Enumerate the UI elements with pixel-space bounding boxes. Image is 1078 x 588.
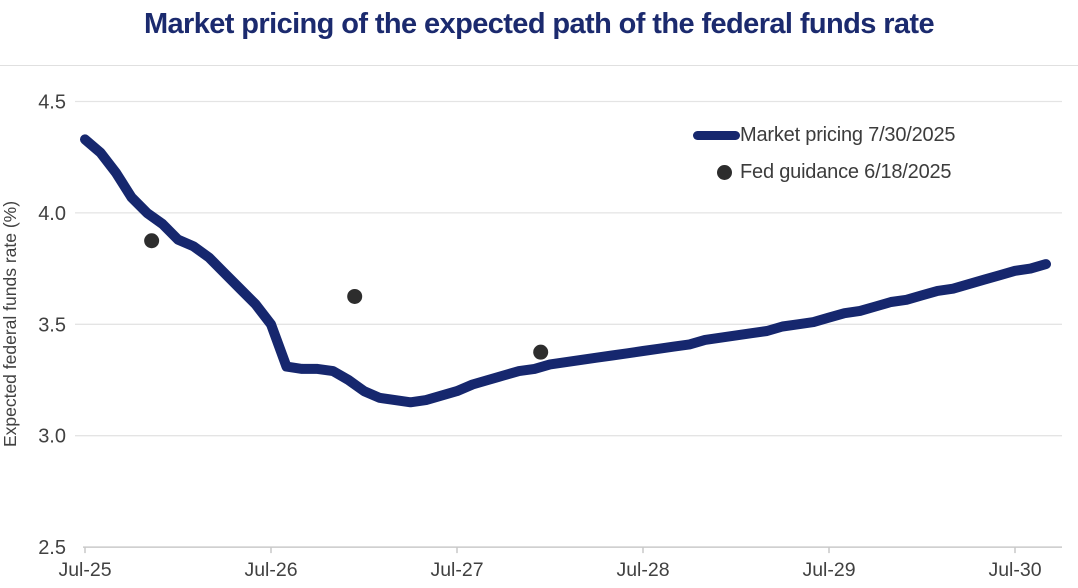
fed-guidance-dot-12-2026 [347,288,363,304]
y-tick-label-3.0: 3.0 [38,426,66,448]
x-tick-label-Jul-27: Jul-27 [430,559,483,581]
fed-guidance-dot-12-2025 [144,233,160,249]
legend: Market pricing 7/30/2025 Fed guidance 6/… [693,121,956,186]
y-tick-label-4.5: 4.5 [38,92,66,114]
y-tick-label-4.0: 4.0 [38,203,66,225]
y-tick-label-3.5: 3.5 [38,314,66,336]
fed-guidance-dot-12-2027 [533,344,549,360]
title-divider [0,65,1078,66]
line-swatch-icon [693,130,740,140]
x-tick-label-Jul-28: Jul-28 [616,559,669,581]
x-tick-label-Jul-25: Jul-25 [58,559,111,581]
legend-item-market-pricing: Market pricing 7/30/2025 [693,121,956,149]
y-axis-title: Expected federal funds rate (%) [0,201,20,447]
legend-label-market-pricing: Market pricing 7/30/2025 [740,123,956,146]
legend-label-fed-guidance: Fed guidance 6/18/2025 [740,160,952,183]
market-pricing-line [80,134,1051,408]
x-tick-label-Jul-26: Jul-26 [244,559,297,581]
x-tick-label-Jul-29: Jul-29 [802,559,855,581]
chart-title: Market pricing of the expected path of t… [143,8,935,40]
y-tick-label-2.5: 2.5 [38,537,66,559]
x-tick-label-Jul-30: Jul-30 [988,559,1041,581]
legend-item-fed-guidance: Fed guidance 6/18/2025 [693,158,955,186]
dot-swatch-icon [717,164,732,180]
